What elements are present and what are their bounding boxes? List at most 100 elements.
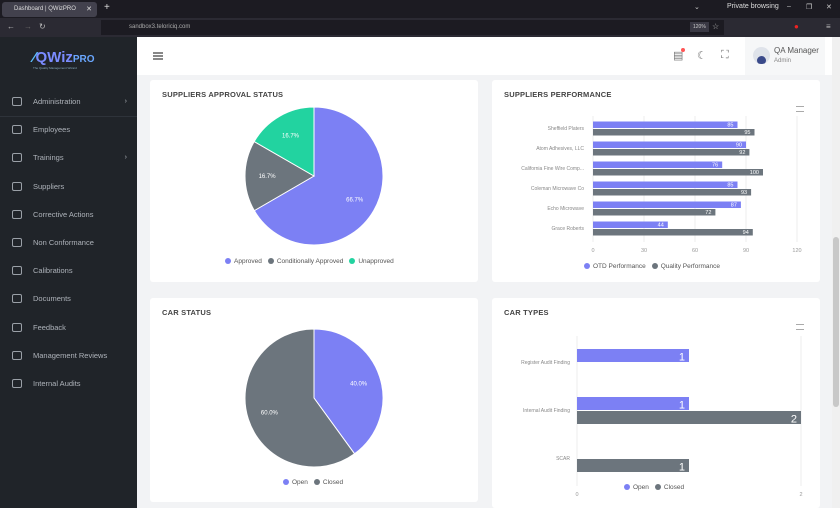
gear-icon <box>12 97 22 106</box>
app-menu-icon[interactable]: ≡ <box>826 22 831 31</box>
sidebar-item-label: Management Reviews <box>33 350 108 360</box>
legend-item[interactable]: Quality Performance <box>651 263 720 270</box>
bar <box>593 201 741 208</box>
graduation-cap-icon <box>12 153 22 163</box>
pie-slice-1 <box>244 140 315 212</box>
legend-marker <box>624 484 630 490</box>
reload-button[interactable]: ↻ <box>39 22 46 31</box>
legend-label: Open <box>633 484 649 491</box>
legend-item[interactable]: Open <box>283 479 308 486</box>
dark-mode-icon[interactable]: ☾ <box>697 50 707 62</box>
bar <box>593 229 753 236</box>
card-title: CAR STATUS <box>162 308 212 317</box>
x-tick-label: 90 <box>743 248 749 254</box>
sidebar-item-non-conformance[interactable]: Non Conformance <box>12 238 127 247</box>
category-label: Register Audit Finding <box>521 360 570 366</box>
sidebar-item-label: Suppliers <box>33 181 65 191</box>
new-tab-button[interactable]: + <box>104 2 110 13</box>
tab-title: Dashboard | QWizPRO <box>14 6 76 12</box>
menu-toggle-icon[interactable] <box>153 52 163 60</box>
bar <box>577 349 689 362</box>
calendar-icon[interactable]: ▤ <box>673 48 686 62</box>
back-button[interactable]: ← <box>7 22 15 31</box>
bookmark-star-icon[interactable]: ☆ <box>712 22 720 31</box>
legend-label: Closed <box>322 479 344 486</box>
page-scrollbar[interactable] <box>832 37 840 508</box>
category-label: Sheffield Platers <box>548 126 585 132</box>
close-tab-icon[interactable]: ✕ <box>86 6 92 13</box>
legend-label: OTD Performance <box>593 263 646 270</box>
sidebar-item-administration[interactable]: Administration › <box>12 97 127 106</box>
chart-menu-icon[interactable] <box>796 324 804 330</box>
sidebar-item-calibrations[interactable]: Calibrations <box>12 266 127 276</box>
sidebar-item-employees[interactable]: Employees <box>12 125 127 135</box>
pie-slice-2 <box>253 106 315 177</box>
bar-data-label: 1 <box>679 400 685 412</box>
fullscreen-icon[interactable]: ⛶ <box>721 49 729 61</box>
sidebar-item-label: Internal Audits <box>33 379 81 388</box>
bar <box>577 411 801 424</box>
legend-item[interactable]: Closed <box>654 484 685 491</box>
suppliers-approval-card: SUPPLIERS APPROVAL STATUS 66.7% 16.7% 16.7… <box>150 80 478 282</box>
x-tick-label: 2 <box>799 492 802 498</box>
legend-marker <box>349 258 356 264</box>
sidebar-item-corrective-actions[interactable]: Corrective Actions <box>12 209 127 219</box>
pie-slice-0 <box>253 106 384 246</box>
pie-data-label: 60.0% <box>261 410 279 416</box>
sidebar-item-internal-audits[interactable]: Internal Audits <box>12 379 127 388</box>
sidebar-item-label: Trainings <box>33 153 64 163</box>
sidebar-item-trainings[interactable]: Trainings › <box>12 153 127 163</box>
legend-item[interactable]: Unapproved <box>349 258 394 265</box>
legend-label: Unapproved <box>358 258 394 265</box>
legend-item[interactable]: OTD Performance <box>584 263 646 270</box>
legend-marker <box>225 258 231 264</box>
legend-marker <box>654 484 661 490</box>
pie-data-label: 16.7% <box>259 174 277 180</box>
list-icon <box>12 379 22 388</box>
pie-data-label: 16.7% <box>282 133 300 139</box>
sidebar-item-label: Non Conformance <box>33 238 94 247</box>
bar-data-label: 94 <box>743 230 749 236</box>
maximize-button[interactable]: ❐ <box>806 4 813 11</box>
bar <box>593 189 752 196</box>
x-tick-label: 120 <box>792 248 801 254</box>
x-tick-label: 30 <box>641 248 647 254</box>
refresh-icon <box>12 350 22 360</box>
url-input[interactable]: sandbox3.teloriciq.com <box>101 20 724 35</box>
logo[interactable]: ⁄QWizPRO The Quality Management Wizard <box>33 49 95 70</box>
car-types-card: CAR TYPES 0 2 Register Audit Finding 1 Inter… <box>492 298 820 508</box>
zoom-level[interactable]: 120% <box>690 22 709 32</box>
forward-button[interactable]: → <box>24 22 32 31</box>
bar-data-label: 93 <box>741 190 747 196</box>
legend-label: Closed <box>663 484 685 491</box>
scrollbar-thumb[interactable] <box>833 237 839 407</box>
sidebar-item-feedback[interactable]: Feedback <box>12 322 127 332</box>
sidebar-item-management-reviews[interactable]: Management Reviews <box>12 350 127 360</box>
tab-list-icon[interactable]: ⌄ <box>694 4 700 11</box>
bar <box>593 121 738 128</box>
bar <box>593 181 738 188</box>
browser-tab[interactable]: Dashboard | QWizPRO ✕ <box>2 2 97 17</box>
legend-label: Open <box>292 479 308 486</box>
sidebar-item-suppliers[interactable]: Suppliers <box>12 181 127 191</box>
minimize-button[interactable]: – <box>787 3 791 10</box>
legend-item[interactable]: Open <box>624 484 649 491</box>
legend-item[interactable]: Approved <box>225 258 262 265</box>
legend-marker <box>584 263 590 269</box>
bar-data-label: 1 <box>679 462 685 474</box>
card-title: SUPPLIERS PERFORMANCE <box>504 90 612 99</box>
legend-item[interactable]: Conditionally Approved <box>267 258 343 265</box>
bar-data-label: 85 <box>727 123 733 129</box>
user-menu[interactable]: QA Manager Admin <box>745 37 825 75</box>
pie-slice-0 <box>313 328 384 455</box>
sidebar-item-documents[interactable]: Documents <box>12 294 127 304</box>
bar-data-label: 95 <box>744 130 750 136</box>
chart-menu-icon[interactable] <box>796 106 804 112</box>
bar-data-label: 44 <box>658 223 664 229</box>
extension-icon[interactable]: ● <box>794 22 799 31</box>
legend-item[interactable]: Closed <box>313 479 344 486</box>
bar-data-label: 90 <box>736 143 742 149</box>
close-window-button[interactable]: ✕ <box>826 4 832 11</box>
bar <box>593 161 723 168</box>
building-icon <box>12 209 22 219</box>
